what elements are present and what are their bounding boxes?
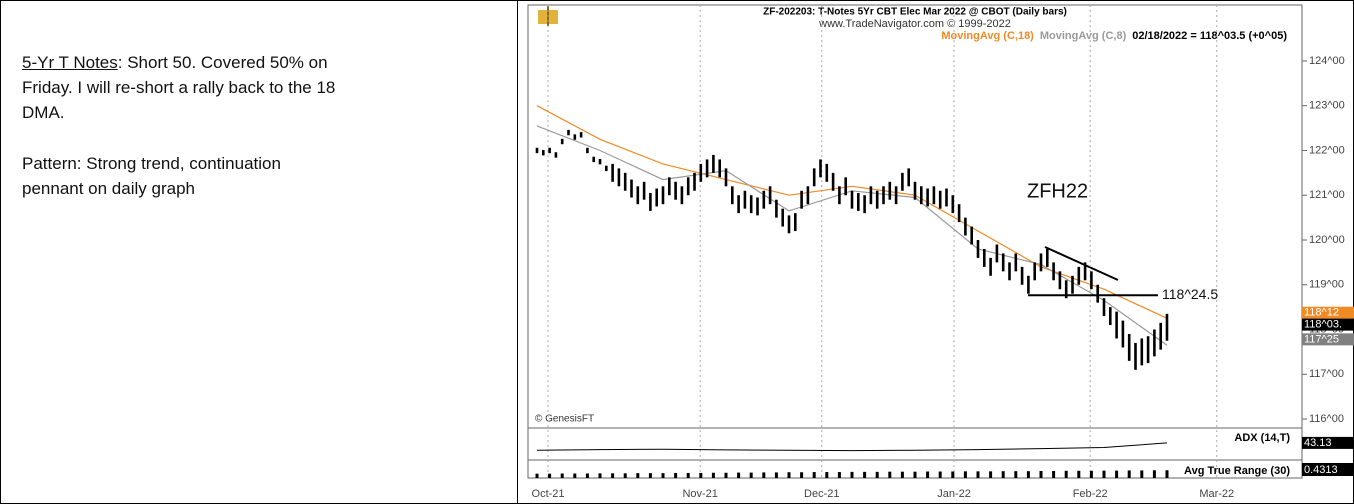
level-label: 118^24.5 xyxy=(1162,286,1218,302)
moving-average xyxy=(536,105,1168,319)
atr-bar xyxy=(900,471,904,478)
y-tick-label: 117^00 xyxy=(1309,368,1344,380)
atr-bar xyxy=(1014,471,1018,478)
atr-bar xyxy=(1127,470,1131,478)
y-tick-label: 123^00 xyxy=(1309,100,1345,112)
price-tag xyxy=(1302,318,1354,331)
atr-bar xyxy=(573,473,577,478)
atr-bar xyxy=(686,472,690,478)
y-tick-label: 119^00 xyxy=(1309,279,1344,291)
atr-bar xyxy=(1089,470,1093,478)
legend: MovingAvg (C,18) MovingAvg (C,8) 02/18/202… xyxy=(941,30,1287,42)
atr-bar xyxy=(989,471,993,478)
x-tick-label: Dec-21 xyxy=(804,488,839,500)
adx-panel xyxy=(527,427,1303,461)
status: 02/18/2022 = 118^03.5 (+0^05) xyxy=(1132,30,1287,42)
y-tick-label: 120^00 xyxy=(1309,234,1345,246)
atr-bar xyxy=(611,473,615,478)
y-tick-label: 116^00 xyxy=(1309,413,1344,425)
atr-bar xyxy=(585,473,589,478)
x-tick-label: Feb-22 xyxy=(1073,488,1108,500)
atr-bar xyxy=(1052,470,1056,478)
atr-bar xyxy=(749,472,753,478)
legend-entry: MovingAvg (C,18) xyxy=(941,30,1034,42)
atr-bar xyxy=(888,471,892,478)
atr-bar xyxy=(863,471,867,478)
note-panel: 5-Yr T Notes: Short 50. Covered 50% on F… xyxy=(22,50,342,227)
atr-bar xyxy=(787,472,791,478)
adx-tag xyxy=(1302,436,1354,449)
note-text: : Short 50. Covered 50% on Friday. I wil… xyxy=(22,53,336,122)
atr-bar xyxy=(674,472,678,478)
atr-bar xyxy=(1026,471,1030,478)
price-tag-label: 117^25 xyxy=(1304,333,1339,345)
atr-bar xyxy=(926,471,930,478)
atr-bar xyxy=(850,471,854,478)
atr-label: Avg True Range (30) xyxy=(1184,465,1290,477)
atr-bar xyxy=(1152,470,1156,478)
annotation: ZFH22 xyxy=(1027,180,1088,202)
atr-bar xyxy=(963,471,967,478)
y-tick-label: 121^00 xyxy=(1309,189,1345,201)
atr-bar xyxy=(648,473,652,478)
pennant-line xyxy=(1044,246,1119,281)
price-tag xyxy=(1302,333,1354,346)
price-tag xyxy=(1302,306,1354,319)
price-panel xyxy=(527,4,1303,429)
adx-line xyxy=(536,442,1168,452)
atr-bar xyxy=(699,472,703,478)
x-tick-label: Oct-21 xyxy=(532,488,565,500)
atr-bar xyxy=(1102,470,1106,478)
atr-bar xyxy=(1001,471,1005,478)
atr-bar xyxy=(724,472,728,478)
atr-tag xyxy=(1302,463,1354,476)
x-tick-label: Mar-22 xyxy=(1199,488,1234,500)
credit: © GenesisFT xyxy=(535,414,594,425)
atr-bar xyxy=(774,472,778,478)
atr-bar xyxy=(1140,470,1144,478)
atr-bar xyxy=(825,472,829,478)
legend-entry: MovingAvg (C,8) xyxy=(1040,30,1127,42)
price-tag-label: 118^12 xyxy=(1304,307,1339,319)
atr-bar xyxy=(535,473,539,478)
atr-bar xyxy=(938,471,942,478)
atr-bar xyxy=(951,471,955,478)
atr-bar xyxy=(560,473,564,478)
atr-bar xyxy=(837,472,841,478)
atr-bar xyxy=(711,472,715,478)
atr-value: 0.4313 xyxy=(1304,464,1338,476)
atr-bar xyxy=(800,472,804,478)
note: 5-Yr T Notes: Short 50. Covered 50% on F… xyxy=(22,50,342,125)
pattern: Pattern: Strong trend, continuation penn… xyxy=(22,154,281,198)
atr-bar xyxy=(762,472,766,478)
adx-value: 43.13 xyxy=(1304,437,1332,449)
chart-subtitle: www.TradeNavigator.com © 1999-2022 xyxy=(818,18,1011,30)
atr-bar xyxy=(661,473,665,478)
atr-bar xyxy=(548,473,552,478)
atr-bar xyxy=(812,472,816,478)
atr-bar xyxy=(875,471,879,478)
atr-bar xyxy=(913,471,917,478)
chart-title: ZF-202203: T-Notes 5Yr CBT Elec Mar 2022… xyxy=(763,7,1067,18)
adx-label: ADX (14,T) xyxy=(1234,432,1290,444)
atr-bar xyxy=(1077,470,1081,478)
x-tick-label: Jan-22 xyxy=(937,488,971,500)
atr-bar xyxy=(598,473,602,478)
y-tick-label: 124^00 xyxy=(1309,55,1345,67)
atr-bar xyxy=(1064,470,1068,478)
atr-bar xyxy=(737,472,741,478)
atr-bar xyxy=(1115,470,1119,478)
atr-bar xyxy=(976,471,980,478)
atr-bar xyxy=(1165,470,1169,478)
note-heading: 5-Yr T Notes xyxy=(22,53,118,72)
price-tag-label: 118^03. xyxy=(1304,319,1342,331)
atr-bar xyxy=(623,473,627,478)
atr-bar xyxy=(1039,470,1043,478)
y-tick-label: 122^00 xyxy=(1309,144,1345,156)
atr-bar xyxy=(636,473,640,478)
x-tick-label: Nov-21 xyxy=(682,488,717,500)
